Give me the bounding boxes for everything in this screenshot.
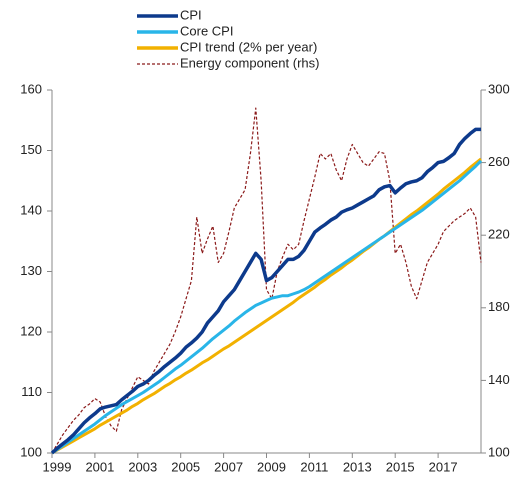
series-line xyxy=(51,107,482,454)
x-tick-label: 2005 xyxy=(171,459,200,474)
legend-label: Energy component (rhs) xyxy=(180,55,319,70)
y2-tick-label: 260 xyxy=(488,154,510,169)
legend-label: CPI trend (2% per year) xyxy=(180,39,317,54)
y2-tick-label: 100 xyxy=(488,444,510,459)
y2-tick-label: 220 xyxy=(488,227,510,242)
y2-tick-label: 180 xyxy=(488,299,510,314)
legend-label: CPI xyxy=(180,7,202,22)
y-tick-label: 120 xyxy=(20,323,42,338)
x-tick-label: 2003 xyxy=(128,459,157,474)
y-tick-label: 160 xyxy=(20,81,42,96)
legend-label: Core CPI xyxy=(180,23,233,38)
y2-tick-label: 300 xyxy=(488,81,510,96)
series-line xyxy=(50,127,481,455)
x-tick-label: 2001 xyxy=(85,459,114,474)
y-tick-label: 130 xyxy=(20,263,42,278)
x-tick-label: 2017 xyxy=(429,459,458,474)
y2-tick-label: 140 xyxy=(488,372,510,387)
x-tick-label: 2011 xyxy=(300,459,328,474)
x-tick-label: 2009 xyxy=(257,459,286,474)
y-tick-label: 150 xyxy=(20,142,42,157)
y-tick-label: 140 xyxy=(20,202,42,217)
y-tick-label: 100 xyxy=(20,444,42,459)
series-line xyxy=(51,159,483,455)
x-tick-label: 1999 xyxy=(43,459,72,474)
x-tick-label: 2007 xyxy=(214,459,243,474)
x-tick-label: 2015 xyxy=(386,459,415,474)
y-tick-label: 110 xyxy=(21,384,42,399)
x-tick-label: 2013 xyxy=(343,459,372,474)
series-line xyxy=(51,157,482,455)
